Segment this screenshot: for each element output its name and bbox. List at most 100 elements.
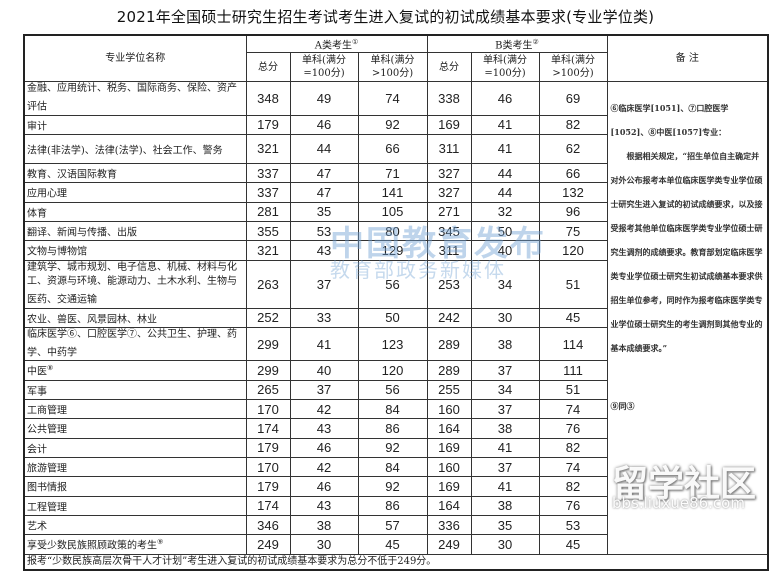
score-b-0: 338 (426, 81, 472, 116)
score-a-0: 174 (245, 495, 291, 516)
header-a-total: 总分 (245, 52, 291, 83)
score-b-1: 34 (470, 259, 540, 309)
score-b-1: 46 (470, 81, 540, 116)
score-b-1: 44 (470, 162, 540, 184)
score-b-0: 289 (426, 360, 472, 381)
score-b-2: 114 (538, 326, 608, 362)
score-a-1: 43 (289, 418, 359, 439)
score-a-2: 84 (357, 398, 428, 420)
row-name: 法律(非法学)、法律(法学)、社会工作、警务 (23, 133, 247, 164)
score-a-1: 46 (289, 114, 359, 135)
note-1: ⑥临床医学[1051]、⑦口腔医学[1052]、⑧中医[1057]专业： (610, 103, 729, 138)
table-row: 军事 265 37 56 255 34 51 (23, 379, 768, 400)
score-b-2: 82 (538, 114, 608, 135)
row-name: 临床医学⑥、口腔医学⑦、公共卫生、护理、药学、中药学 (23, 326, 247, 362)
score-b-1: 35 (470, 514, 540, 536)
score-a-2: 56 (357, 379, 428, 400)
row-name: 体育 (23, 201, 247, 222)
score-b-1: 41 (470, 133, 540, 164)
table-row: 中医⑧ 299 40 120 289 37 111 (23, 360, 768, 381)
score-b-2: 74 (538, 398, 608, 420)
score-a-0: 355 (245, 220, 291, 242)
score-a-0: 252 (245, 307, 291, 328)
score-b-2: 82 (538, 476, 608, 497)
row-name: 中医⑧ (23, 360, 247, 381)
score-a-0: 179 (245, 437, 291, 458)
score-a-2: 129 (357, 240, 428, 261)
score-table: 专业学位名称 A类考生① B类考生② 备 注 总分 单科(满分=100分) 单科… (23, 34, 769, 571)
table-row: 文物与博物馆 321 43 129 311 40 120 (23, 240, 768, 261)
score-a-1: 47 (289, 162, 359, 184)
watermark-subtitle: 教育部政务新媒体 (330, 258, 506, 282)
score-a-0: 249 (245, 534, 291, 555)
row-name: 享受少数民族照顾政策的考生⑨ (23, 534, 247, 555)
row-name: 工商管理 (23, 398, 247, 420)
score-a-2: 74 (357, 81, 428, 116)
score-b-2: 45 (538, 307, 608, 328)
score-b-0: 271 (426, 201, 472, 222)
score-b-1: 38 (470, 326, 540, 362)
table-row: 图书情报 179 46 92 169 41 82 (23, 476, 768, 497)
score-a-2: 141 (357, 182, 428, 203)
score-a-1: 49 (289, 81, 359, 116)
footnote: 报考“少数民族高层次骨干人才计划”考生进入复试的初试成绩基本要求为总分不低于24… (23, 553, 769, 571)
score-a-0: 281 (245, 201, 291, 222)
score-b-0: 160 (426, 398, 472, 420)
row-name: 工程管理 (23, 495, 247, 516)
score-b-2: 76 (538, 418, 608, 439)
score-a-0: 346 (245, 514, 291, 536)
score-b-1: 34 (470, 379, 540, 400)
header-b-total: 总分 (426, 52, 472, 83)
score-a-0: 265 (245, 379, 291, 400)
row-name: 军事 (23, 379, 247, 400)
score-b-2: 45 (538, 534, 608, 555)
score-b-2: 53 (538, 514, 608, 536)
score-a-2: 92 (357, 114, 428, 135)
header-a-single100: 单科(满分=100分) (289, 52, 359, 83)
score-a-0: 348 (245, 81, 291, 116)
score-a-1: 44 (289, 133, 359, 164)
score-b-1: 41 (470, 476, 540, 497)
score-a-0: 179 (245, 114, 291, 135)
score-a-0: 170 (245, 456, 291, 478)
score-b-2: 69 (538, 81, 608, 116)
score-b-2: 132 (538, 182, 608, 203)
score-b-2: 96 (538, 201, 608, 222)
row-name: 翻译、新闻与传播、出版 (23, 220, 247, 242)
score-a-2: 86 (357, 418, 428, 439)
header-notes: 备 注 (606, 34, 769, 83)
score-b-0: 311 (426, 133, 472, 164)
corner-watermark-url: bbs.liuxue86.com (612, 494, 745, 512)
score-a-1: 42 (289, 456, 359, 478)
note-3: ⑨同③ (610, 401, 635, 412)
table-row: 农业、兽医、风景园林、林业 252 33 50 242 30 45 (23, 307, 768, 328)
table-row: 金融、应用统计、税务、国际商务、保险、资产评估 348 49 74 338 46 69 ⑥临床… (23, 81, 769, 555)
score-b-1: 30 (470, 307, 540, 328)
score-b-2: 76 (538, 495, 608, 516)
score-b-0: 255 (426, 379, 472, 400)
score-a-2: 92 (357, 476, 428, 497)
score-a-0: 321 (245, 240, 291, 261)
score-b-0: 169 (426, 114, 472, 135)
score-a-1: 33 (289, 307, 359, 328)
score-a-0: 321 (245, 133, 291, 164)
table-row: 公共管理 174 43 86 164 38 76 (23, 418, 768, 439)
score-a-2: 57 (357, 514, 428, 536)
score-b-0: 311 (426, 240, 472, 261)
score-a-0: 299 (245, 360, 291, 381)
score-b-2: 82 (538, 437, 608, 458)
score-b-0: 169 (426, 476, 472, 497)
row-name: 建筑学、城市规划、电子信息、机械、材料与化工、资源与环境、能源动力、土木水利、生… (23, 259, 247, 309)
score-a-2: 120 (357, 360, 428, 381)
score-b-1: 37 (470, 398, 540, 420)
row-name: 公共管理 (23, 418, 247, 439)
score-a-2: 50 (357, 307, 428, 328)
score-b-1: 38 (470, 418, 540, 439)
header-group-b: B类考生② (426, 34, 608, 54)
score-a-0: 170 (245, 398, 291, 420)
score-a-2: 123 (357, 326, 428, 362)
score-b-2: 51 (538, 259, 608, 309)
header-group-a: A类考生① (245, 34, 428, 54)
score-a-1: 43 (289, 495, 359, 516)
score-a-2: 66 (357, 133, 428, 164)
